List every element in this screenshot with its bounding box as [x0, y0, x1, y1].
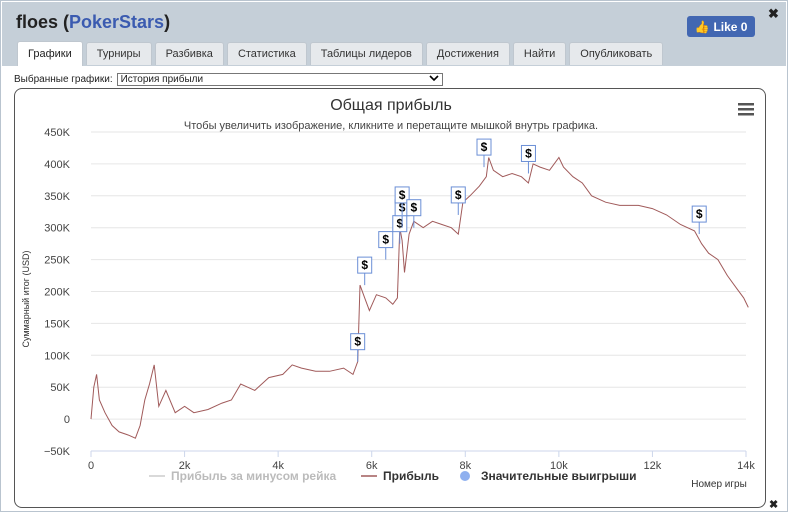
big-win-marker: $: [476, 138, 492, 168]
x-tick-label: 4k: [272, 460, 284, 472]
marker-flag: [691, 205, 707, 223]
big-win-marker: $: [350, 333, 366, 362]
window-title: floes (PokerStars): [16, 12, 171, 32]
x-axis-label: Номер игры: [691, 479, 747, 490]
marker-dollar-icon: $: [481, 140, 488, 154]
chart-selector: Выбранные графики: История прибыли: [14, 73, 443, 86]
window-header: floes (PokerStars) 👍 Like 0 ✖ Графики Ту…: [2, 2, 786, 66]
x-tick-labels: 0 2k 4k 6k 8k 10k 12k 14k: [88, 451, 755, 472]
big-win-marker: $: [450, 186, 466, 215]
legend-label: Значительные выигрыши: [481, 469, 637, 483]
chevron-down-icon: [429, 74, 439, 85]
big-win-marker: $: [520, 144, 536, 174]
profit-chart[interactable]: Общая прибыль Чтобы увеличить изображени…: [15, 89, 765, 507]
y-tick-labels: −50K 0 50K 100K 150K 200K 250K 300K 350K 400K 450K: [44, 127, 71, 458]
tab-statistics[interactable]: Статистика: [226, 42, 307, 65]
big-win-marker: $: [691, 205, 707, 235]
legend-label: Прибыль за минусом рейка: [171, 469, 336, 483]
marker-flag: [476, 138, 492, 156]
x-tick-label: 2k: [179, 460, 191, 472]
y-tick-label: 250K: [44, 255, 70, 267]
close-icon[interactable]: ✖: [768, 6, 779, 21]
big-win-marker: $: [357, 256, 373, 286]
y-tick-label: 100K: [44, 350, 70, 362]
marker-dollar-icon: $: [410, 201, 417, 215]
big-win-marker: $: [394, 186, 410, 215]
series-line-profit: [90, 156, 749, 439]
marker-flag: [350, 333, 366, 351]
tab-publish[interactable]: Опубликовать: [569, 42, 664, 65]
chart-panel: Общая прибыль Чтобы увеличить изображени…: [14, 88, 766, 508]
facebook-like-button[interactable]: 👍 Like 0: [687, 16, 755, 37]
x-tick-label: 14k: [737, 460, 755, 472]
marker-flag: [520, 144, 536, 162]
big-win-marker: $: [406, 199, 422, 228]
marker-flag: [406, 199, 422, 217]
y-tick-label: 200K: [44, 287, 70, 299]
y-tick-label: 400K: [44, 159, 70, 171]
series-group: [90, 156, 749, 439]
tab-leaderboards[interactable]: Таблицы лидеров: [309, 42, 423, 65]
y-tick-label: 50K: [50, 382, 70, 394]
selector-label: Выбранные графики:: [14, 74, 113, 85]
big-win-marker: $: [392, 215, 408, 244]
like-label: Like 0: [713, 19, 748, 34]
marker-dollar-icon: $: [382, 233, 389, 247]
x-tick-label: 10k: [550, 460, 568, 472]
marker-dollar-icon: $: [354, 335, 361, 349]
thumbs-up-icon: 👍: [694, 19, 710, 34]
y-axis-label: Суммарный итог (USD): [21, 250, 31, 347]
legend-label: Прибыль: [383, 469, 439, 483]
y-tick-label: 150K: [44, 318, 70, 330]
x-tick-label: 8k: [459, 460, 471, 472]
marker-group: $$$$$$$$$$$: [350, 138, 707, 362]
marker-dollar-icon: $: [396, 217, 403, 231]
y-tick-label: 0: [64, 414, 70, 426]
marker-dollar-icon: $: [525, 146, 532, 160]
marker-flag: [357, 256, 373, 274]
tab-tournaments[interactable]: Турниры: [85, 42, 152, 65]
y-tick-label: 300K: [44, 223, 70, 235]
player-name: floes: [16, 12, 59, 32]
x-tick-label: 12k: [644, 460, 662, 472]
marker-dollar-icon: $: [455, 188, 462, 202]
chart-subtitle: Чтобы увеличить изображение, кликните и …: [184, 120, 598, 132]
chart-select[interactable]: История прибыли: [116, 73, 443, 86]
close-icon-bottom[interactable]: ✖: [769, 499, 779, 511]
marker-flag: [378, 231, 394, 249]
chart-title: Общая прибыль: [330, 97, 452, 114]
tab-breakdown[interactable]: Разбивка: [154, 42, 224, 65]
x-tick-label: 6k: [366, 460, 378, 472]
marker-flag: [394, 186, 410, 204]
site-link[interactable]: PokerStars: [69, 12, 165, 32]
tab-bar: Графики Турниры Разбивка Статистика Табл…: [17, 41, 666, 66]
tab-search[interactable]: Найти: [512, 42, 567, 65]
y-tick-label: 450K: [44, 127, 70, 139]
marker-dollar-icon: $: [399, 188, 406, 202]
x-tick-label: 0: [88, 460, 94, 472]
marker-flag: [450, 186, 466, 204]
big-win-marker: $: [378, 231, 394, 260]
legend: Прибыль за минусом рейка Прибыль Значитель…: [149, 469, 637, 483]
marker-dollar-icon: $: [696, 207, 703, 221]
y-tick-label: −50K: [44, 446, 71, 458]
menu-icon[interactable]: [738, 103, 754, 116]
chart-select-value: История прибыли: [120, 74, 204, 85]
marker-dollar-icon: $: [361, 258, 368, 272]
grid-lines: [91, 131, 746, 452]
legend-swatch: [460, 471, 470, 481]
tab-charts[interactable]: Графики: [17, 41, 83, 66]
tab-achievements[interactable]: Достижения: [425, 42, 510, 65]
y-tick-label: 350K: [44, 191, 70, 203]
